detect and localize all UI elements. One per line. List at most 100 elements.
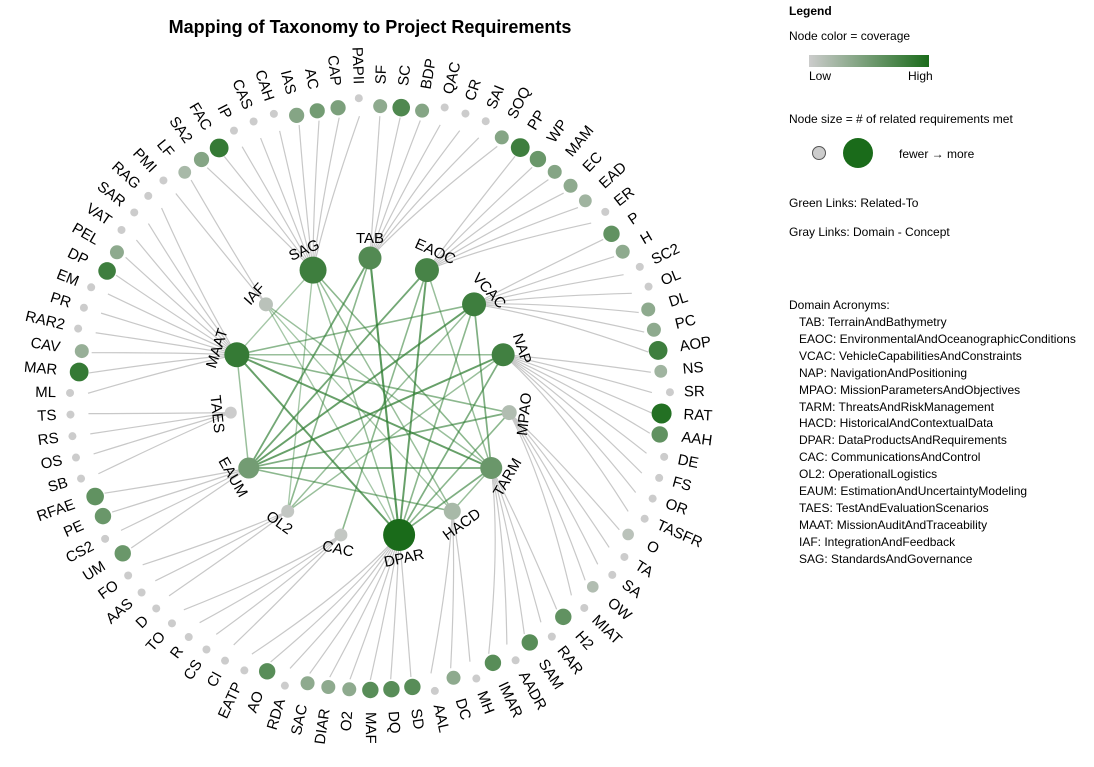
concept-node[interactable] — [309, 103, 325, 119]
concept-node[interactable] — [258, 663, 276, 680]
domain-node[interactable] — [414, 258, 439, 283]
domain-node[interactable] — [299, 256, 327, 284]
concept-node[interactable] — [563, 178, 578, 193]
concept-node[interactable] — [137, 588, 146, 597]
concept-node[interactable] — [240, 666, 249, 675]
domain-node[interactable] — [281, 504, 295, 518]
concept-node[interactable] — [547, 632, 556, 641]
concept-node[interactable] — [665, 388, 674, 397]
concept-node[interactable] — [87, 283, 96, 292]
concept-node[interactable] — [461, 109, 470, 118]
concept-node[interactable] — [269, 109, 278, 118]
concept-node[interactable] — [648, 494, 657, 503]
concept-node[interactable] — [66, 388, 75, 397]
concept-node[interactable] — [321, 680, 336, 695]
concept-node[interactable] — [644, 282, 653, 291]
concept-node[interactable] — [193, 151, 210, 168]
concept-node[interactable] — [373, 99, 388, 114]
concept-node[interactable] — [404, 678, 421, 696]
concept-node[interactable] — [654, 364, 668, 378]
domain-node[interactable] — [491, 343, 515, 367]
concept-node[interactable] — [578, 194, 592, 208]
concept-node[interactable] — [615, 244, 630, 259]
concept-node[interactable] — [392, 98, 411, 117]
concept-node[interactable] — [74, 344, 89, 359]
concept-node[interactable] — [641, 302, 656, 317]
domain-node[interactable] — [258, 297, 273, 312]
concept-node[interactable] — [94, 507, 112, 525]
concept-node[interactable] — [280, 681, 289, 690]
domain-node[interactable] — [462, 292, 487, 317]
domain-node[interactable] — [443, 502, 461, 520]
concept-node[interactable] — [635, 262, 644, 271]
concept-node[interactable] — [511, 656, 520, 665]
concept-node[interactable] — [640, 514, 649, 523]
concept-node[interactable] — [330, 100, 346, 116]
concept-node[interactable] — [430, 686, 439, 695]
concept-node[interactable] — [446, 670, 461, 685]
concept-node[interactable] — [415, 103, 430, 118]
domain-node[interactable] — [224, 342, 250, 368]
concept-node[interactable] — [555, 608, 572, 626]
domain-node[interactable] — [238, 457, 260, 479]
concept-node[interactable] — [622, 528, 634, 541]
concept-node[interactable] — [209, 138, 229, 158]
concept-node[interactable] — [114, 545, 131, 562]
concept-node[interactable] — [68, 432, 77, 441]
domain-node[interactable] — [383, 518, 416, 551]
concept-node[interactable] — [79, 303, 88, 312]
concept-node[interactable] — [300, 676, 315, 691]
concept-node[interactable] — [354, 94, 363, 103]
concept-node[interactable] — [249, 117, 258, 126]
concept-node[interactable] — [472, 674, 481, 683]
concept-node[interactable] — [109, 245, 124, 260]
concept-node[interactable] — [342, 682, 357, 697]
concept-node[interactable] — [69, 362, 89, 382]
domain-node[interactable] — [334, 528, 348, 542]
concept-node[interactable] — [608, 570, 617, 579]
concept-node[interactable] — [178, 165, 192, 179]
domain-node[interactable] — [224, 406, 237, 419]
concept-node[interactable] — [521, 634, 538, 651]
concept-node[interactable] — [66, 410, 75, 419]
concept-node[interactable] — [221, 656, 230, 665]
concept-node[interactable] — [98, 262, 116, 280]
concept-node[interactable] — [547, 164, 562, 179]
concept-node[interactable] — [229, 126, 238, 135]
concept-node[interactable] — [620, 552, 629, 561]
concept-node[interactable] — [481, 117, 490, 126]
concept-node[interactable] — [124, 571, 133, 580]
concept-node[interactable] — [383, 681, 400, 698]
concept-node[interactable] — [117, 225, 126, 234]
concept-node[interactable] — [77, 474, 86, 483]
concept-node[interactable] — [184, 633, 193, 642]
concept-node[interactable] — [74, 324, 83, 333]
concept-node[interactable] — [494, 130, 509, 145]
concept-node[interactable] — [655, 473, 664, 482]
concept-node[interactable] — [167, 619, 176, 628]
concept-node[interactable] — [144, 191, 153, 200]
concept-node[interactable] — [603, 225, 620, 243]
concept-node[interactable] — [362, 681, 379, 699]
concept-node[interactable] — [646, 322, 661, 337]
concept-node[interactable] — [510, 138, 530, 158]
concept-node[interactable] — [648, 341, 668, 360]
concept-node[interactable] — [660, 452, 669, 461]
concept-node[interactable] — [152, 604, 161, 613]
concept-node[interactable] — [586, 580, 599, 593]
domain-node[interactable] — [480, 457, 503, 479]
domain-node[interactable] — [501, 405, 517, 421]
concept-node[interactable] — [484, 654, 502, 672]
concept-node[interactable] — [601, 207, 610, 216]
concept-node[interactable] — [651, 426, 668, 443]
concept-node[interactable] — [159, 176, 168, 185]
concept-node[interactable] — [440, 103, 449, 112]
concept-node[interactable] — [71, 453, 80, 462]
concept-node[interactable] — [529, 150, 547, 168]
concept-node[interactable] — [651, 403, 672, 424]
concept-node[interactable] — [86, 487, 104, 506]
concept-node[interactable] — [202, 645, 211, 654]
concept-node[interactable] — [130, 208, 139, 217]
concept-node[interactable] — [289, 107, 305, 123]
concept-node[interactable] — [101, 534, 110, 543]
